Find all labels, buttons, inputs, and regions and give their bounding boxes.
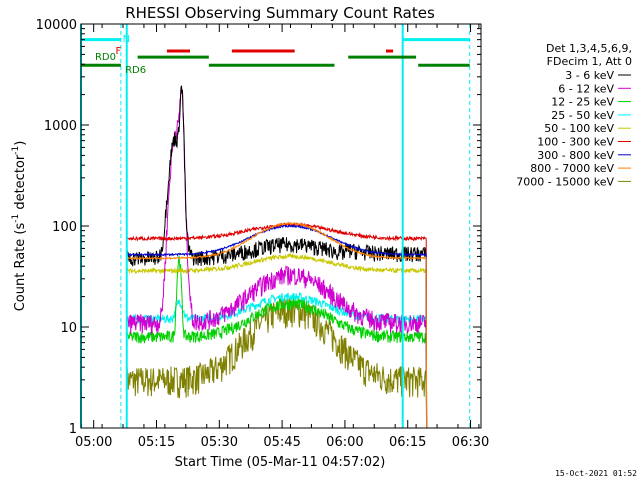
y-tick-label: 10000: [36, 18, 77, 33]
x-tick-label: 05:30: [201, 435, 238, 450]
series-line: [126, 221, 428, 428]
legend: Det 1,3,4,5,6,9, FDecim 1, Att 0 3 - 6 k…: [516, 42, 632, 188]
y-tick-label: 100: [52, 220, 77, 235]
x-axis: 05:00 05:15 05:30 05:45 06:00 06:15 06:30: [75, 24, 489, 450]
series-line: [126, 255, 428, 428]
legend-entry-label: 12 - 25 keV: [551, 96, 614, 109]
y-axis-label: Count Rate (s-1 detector-1): [11, 141, 28, 312]
legend-entry-label: 800 - 7000 keV: [530, 162, 614, 175]
flag-label: RD6: [125, 65, 146, 76]
flag-label: RD0: [95, 52, 116, 63]
x-tick-label: 06:00: [326, 435, 363, 450]
chart-title: RHESSI Observing Summary Count Rates: [125, 4, 435, 22]
x-tick-label: 05:00: [75, 435, 112, 450]
legend-entry-label: 50 - 100 keV: [544, 122, 614, 135]
series-layer: [126, 85, 428, 428]
legend-entry-label: 6 - 12 keV: [558, 82, 614, 95]
series-line: [126, 252, 428, 428]
legend-entry-label: 300 - 800 keV: [537, 149, 614, 162]
flag-label: F: [115, 46, 121, 57]
y-tick-label: 1: [69, 422, 77, 437]
legend-entry-label: 3 - 6 keV: [565, 69, 614, 82]
legend-entry-label: 25 - 50 keV: [551, 109, 614, 122]
series-line: [126, 297, 428, 428]
x-tick-label: 06:15: [389, 435, 426, 450]
y-axis: 1 10 100 1000 10000: [36, 18, 481, 437]
series-line: [126, 224, 428, 428]
y-tick-label: 10: [60, 321, 77, 336]
legend-header-line-2: FDecim 1, Att 0: [547, 55, 632, 68]
x-tick-label: 05:15: [138, 435, 175, 450]
x-axis-label: Start Time (05-Mar-11 04:57:02): [175, 455, 386, 470]
legend-entry-label: 100 - 300 keV: [537, 136, 614, 149]
footer-timestamp: 15-Oct-2021 01:52: [555, 469, 637, 478]
x-tick-label: 05:45: [263, 435, 300, 450]
x-tick-label: 06:30: [452, 435, 489, 450]
legend-entry-label: 7000 - 15000 keV: [516, 175, 614, 188]
flag-label: N: [123, 34, 130, 45]
y-tick-label: 1000: [44, 119, 77, 134]
legend-header-line-1: Det 1,3,4,5,6,9,: [546, 42, 632, 55]
series-line: [126, 88, 428, 428]
